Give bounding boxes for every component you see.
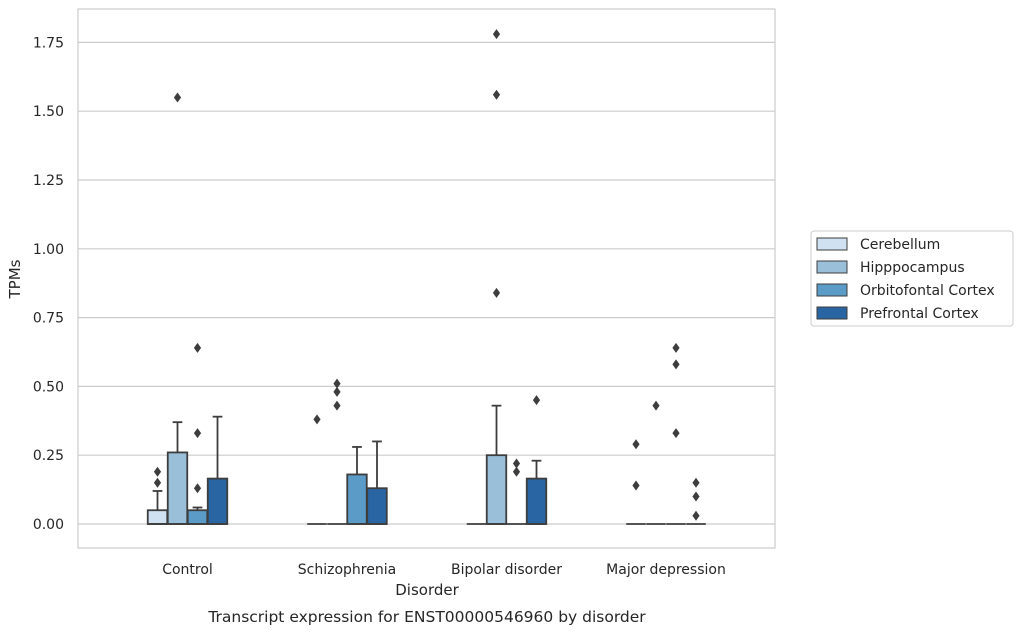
outlier-point bbox=[672, 359, 680, 370]
y-tick-label: 1.00 bbox=[33, 242, 64, 258]
legend-label: Hipppocampus bbox=[860, 260, 965, 276]
x-tick-label: Schizophrenia bbox=[298, 562, 396, 578]
plot-background bbox=[78, 9, 775, 548]
y-axis-label: TPMs bbox=[6, 259, 24, 299]
outlier-point bbox=[492, 89, 501, 100]
legend-item: Prefrontal Cortex bbox=[816, 306, 979, 322]
outlier-point bbox=[672, 342, 680, 353]
legend-item: Orbitofontal Cortex bbox=[816, 283, 995, 299]
outlier-point bbox=[333, 400, 341, 411]
legend-label: Prefrontal Cortex bbox=[860, 306, 979, 322]
legend-item: Cerebellum bbox=[816, 237, 940, 253]
outlier-point bbox=[632, 480, 640, 491]
outlier-point bbox=[492, 287, 501, 298]
x-tick-label: Major depression bbox=[606, 562, 726, 578]
outlier-point bbox=[512, 466, 521, 477]
box bbox=[186, 509, 209, 525]
outlier-point bbox=[193, 342, 202, 353]
outlier-point bbox=[333, 386, 341, 397]
x-tick-label: Control bbox=[162, 562, 213, 578]
box-group bbox=[626, 342, 706, 525]
y-tick-label: 0.25 bbox=[33, 448, 64, 464]
legend-swatch bbox=[816, 283, 848, 297]
chart-caption: Transcript expression for ENST0000054696… bbox=[207, 608, 646, 626]
box bbox=[366, 487, 388, 525]
box-groups bbox=[146, 29, 706, 525]
outlier-point bbox=[512, 458, 521, 469]
box bbox=[485, 454, 508, 525]
y-tick-label: 1.50 bbox=[33, 104, 64, 120]
x-axis-label: Disorder bbox=[395, 581, 459, 599]
box bbox=[166, 451, 189, 525]
outlier-point bbox=[153, 466, 162, 477]
x-tick-labels: Control Schizophrenia Bipolar disorder Majo… bbox=[162, 562, 726, 578]
outlier-point bbox=[692, 491, 700, 502]
box-group bbox=[307, 378, 388, 525]
box bbox=[525, 477, 548, 525]
outlier-point bbox=[193, 483, 202, 494]
outlier-point bbox=[692, 477, 700, 488]
box bbox=[206, 477, 229, 525]
outlier-point bbox=[153, 477, 162, 488]
box bbox=[146, 509, 169, 525]
outlier-point bbox=[652, 400, 660, 411]
y-tick-label: 0.00 bbox=[33, 517, 64, 533]
legend-swatch bbox=[816, 237, 848, 251]
outlier-point bbox=[333, 378, 341, 389]
box bbox=[346, 473, 368, 525]
x-tick-label: Bipolar disorder bbox=[451, 562, 562, 578]
outlier-point bbox=[193, 428, 202, 439]
outlier-point bbox=[632, 439, 640, 450]
legend-label: Orbitofontal Cortex bbox=[860, 283, 995, 299]
legend: Cerebellum Hipppocampus Orbitofontal Corte… bbox=[810, 230, 1014, 327]
legend-label: Cerebellum bbox=[860, 237, 940, 253]
legend-frame bbox=[810, 230, 1014, 327]
box-group bbox=[466, 29, 548, 525]
y-tick-labels: 0.00 0.25 0.50 0.75 1.00 1.25 1.50 1.75 bbox=[33, 35, 64, 533]
legend-swatch bbox=[816, 306, 848, 320]
legend-swatch bbox=[816, 260, 848, 274]
plot-frame bbox=[77, 8, 776, 549]
y-tick-label: 0.50 bbox=[33, 379, 64, 395]
legend-item: Hipppocampus bbox=[816, 260, 965, 276]
y-tick-label: 1.25 bbox=[33, 173, 64, 189]
y-tick-label: 1.75 bbox=[33, 35, 64, 51]
outlier-point bbox=[692, 510, 700, 521]
outlier-point bbox=[173, 92, 182, 103]
outlier-point bbox=[492, 29, 501, 40]
outlier-point bbox=[672, 428, 680, 439]
y-tick-label: 0.75 bbox=[33, 311, 64, 327]
outlier-point bbox=[313, 414, 321, 425]
outlier-point bbox=[532, 395, 541, 406]
box-group bbox=[146, 92, 229, 525]
